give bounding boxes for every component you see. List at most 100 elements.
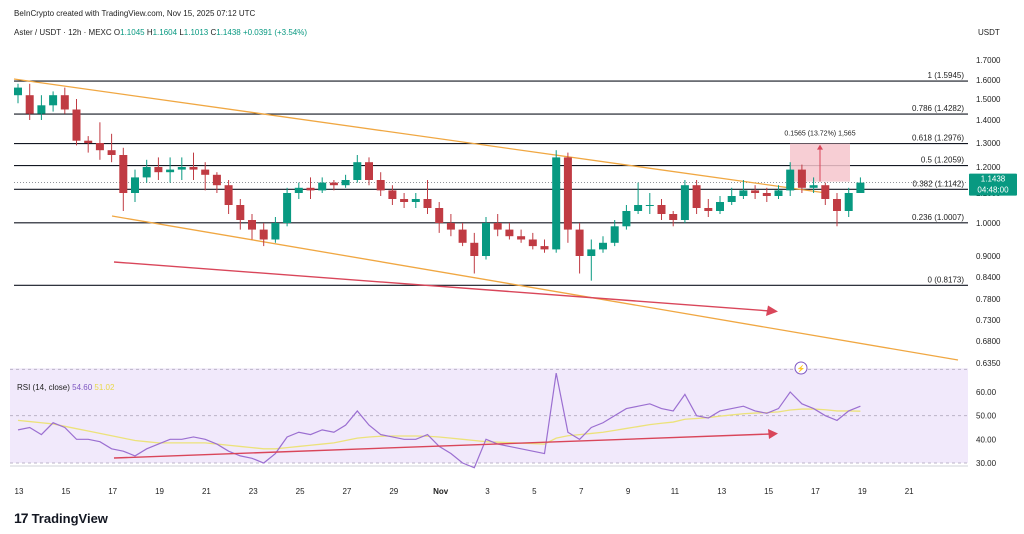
time-axis-tick: 3 [485,487,490,496]
candle-body [727,196,736,202]
close-value: 1.1438 [216,28,241,37]
candle-body [680,185,689,220]
candle-body [400,199,409,202]
rsi-legend: RSI (14, close) 54.60 51.02 [17,383,114,392]
time-axis-tick: 5 [532,487,537,496]
price-axis-tick: 1.2000 [976,163,1001,172]
time-axis-tick: 29 [389,487,398,496]
candle-body [657,205,666,214]
close-label: C [210,28,217,37]
candle-body [84,140,93,143]
rsi-axis-tick: 50.00 [976,412,997,421]
fib-level-label: 0.382 (1.1142) [913,179,965,188]
price-divergence-arrowhead [766,305,778,316]
candle-body [189,167,198,170]
candle-body [248,220,256,230]
candle-body [95,143,104,151]
candle-body [587,249,596,256]
price-axis-tick: 1.6000 [976,76,1001,85]
fib-level-label: 0.236 (1.0007) [912,213,964,222]
candle-body [201,169,210,175]
fib-level-label: 0.618 (1.2976) [912,134,964,143]
candle-body [751,190,760,193]
currency-label: USDT [978,28,1000,37]
wedge-lower-line [111,215,959,361]
candle-body [341,180,350,186]
price-axis-tick: 0.9000 [976,252,1001,261]
time-axis-tick: 17 [108,487,117,496]
candle-body [528,239,537,247]
candle-body [25,95,34,114]
candle-body [493,223,502,230]
rsi-divergence-arrow [113,433,771,459]
candle-body [809,185,818,188]
candle-body [259,229,268,240]
rsi-ma-line [17,408,861,450]
candle-body [49,95,58,106]
candle-body [552,157,561,250]
candle-body [107,150,116,155]
candle-body [119,155,128,193]
open-value: 1.1045 [120,28,145,37]
candle-body [458,229,467,243]
rsi-axis-tick: 30.00 [976,459,997,468]
candle-body [294,187,303,193]
candle-body [692,185,701,208]
candle-body [575,229,584,256]
tradingview-logo: 17 TradingView [14,510,108,526]
price-axis-tick: 0.6800 [976,337,1001,346]
candle-body [786,169,795,191]
candle-body [634,205,643,211]
target-projection-label: 0.1565 (13.72%) 1,565 [784,131,855,138]
fib-level-label: 0.786 (1.4282) [912,104,964,113]
candle-body [423,199,432,208]
time-axis-tick: 25 [296,487,305,496]
price-axis-tick: 0.7800 [976,295,1001,304]
candle-body [142,167,151,178]
price-axis-tick: 1.5000 [976,95,1001,104]
candle-body [411,199,420,202]
low-label: L [179,28,184,37]
candle-body [599,242,607,250]
tradingview-logo-mark: 17 [14,510,29,526]
rsi-label: RSI (14, close) [17,383,70,392]
price-chart[interactable]: 1.7000 1.6000 1.5000 1.4000 1.3000 1.2000 1.10… [0,0,1024,500]
candle-body [212,174,221,186]
candle-body [388,190,397,199]
candle-body [365,162,373,180]
target-arrow-head [817,144,823,150]
candle-body [37,105,46,114]
candle-body [329,182,338,186]
low-value: 1.1013 [183,28,209,37]
candle-body [563,157,572,230]
candle-body [236,205,245,220]
candle-body [833,199,841,211]
high-label: H [146,28,153,37]
lightning-icon [794,361,808,375]
candle-body [844,193,853,211]
price-divergence-arrow [113,261,771,312]
current-price-tag-value: 1.1438 [981,175,1006,184]
candle-body [131,177,139,193]
candle-body [704,208,713,211]
candle-body [482,223,490,256]
lightning-icon-glyph: ⚡ [797,364,806,373]
tradingview-logo-text: TradingView [31,510,108,526]
candle-body [271,223,280,240]
candle-body [505,229,514,237]
fib-level-label: 1 (1.5945) [928,71,965,80]
time-axis-tick: 21 [905,487,914,496]
open-label: O [113,28,121,37]
candle-body [856,182,865,193]
candle-body [762,193,771,196]
fib-level-label: 0 (0.8173) [928,275,965,284]
candle-body [517,236,526,240]
candle-body [669,214,678,220]
candle-body [821,185,830,199]
price-axis-tick: 0.7300 [976,316,1001,325]
time-axis-tick: 7 [579,487,584,496]
price-axis-tick: 0.6350 [976,359,1001,368]
candle-body [435,208,444,223]
candle-body [645,205,654,206]
fib-level-label: 0.5 (1.2059) [921,156,964,165]
